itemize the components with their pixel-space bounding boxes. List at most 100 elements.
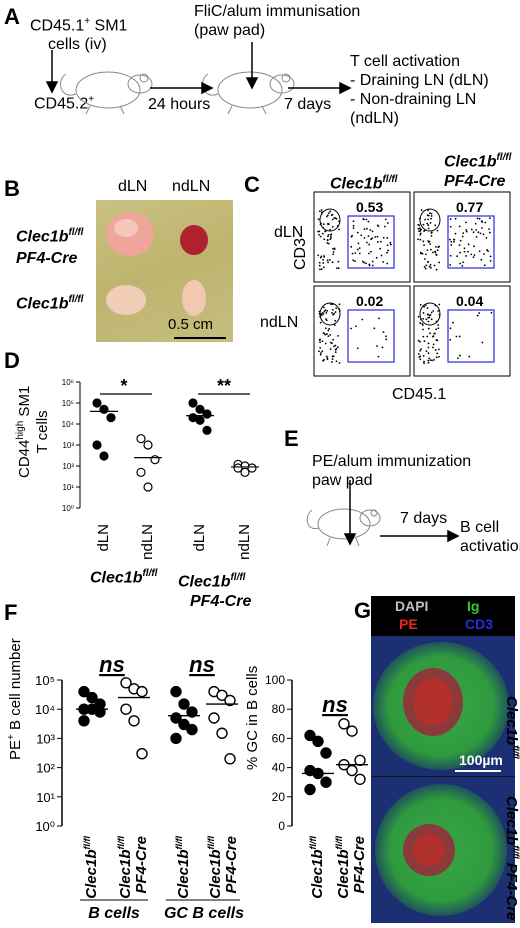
event-dot bbox=[483, 253, 485, 255]
event-dot bbox=[428, 212, 431, 215]
event-dot bbox=[382, 331, 385, 333]
event-dot bbox=[331, 361, 333, 363]
micrograph-panel: DAPI Ig PE CD3 100µm Clec1bfl/fl Clec1bf… bbox=[371, 596, 520, 923]
recipient-label: CD45.2+ bbox=[34, 94, 94, 113]
event-dot bbox=[423, 230, 425, 233]
event-dot bbox=[463, 247, 466, 250]
event-dot bbox=[331, 308, 334, 311]
event-dot bbox=[329, 348, 332, 351]
event-dot bbox=[427, 352, 430, 355]
event-dot bbox=[377, 355, 380, 358]
panel-a-label: A bbox=[4, 4, 20, 29]
event-dot bbox=[386, 262, 389, 265]
data-point bbox=[136, 685, 148, 698]
event-dot bbox=[331, 311, 333, 314]
event-dot bbox=[429, 243, 432, 245]
data-point bbox=[338, 718, 350, 730]
event-dot bbox=[338, 228, 340, 231]
event-dot bbox=[334, 344, 337, 347]
event-dot bbox=[361, 260, 364, 263]
event-dot bbox=[351, 252, 354, 255]
mouse-icon bbox=[202, 71, 295, 115]
event-dot bbox=[480, 258, 483, 261]
result-line3: - Non-draining LN bbox=[350, 91, 477, 108]
event-dot bbox=[430, 215, 433, 217]
tick-gene: Clec1b bbox=[207, 850, 224, 899]
flow-plot: 0.53 bbox=[313, 191, 411, 283]
y-tick-label: 10⁵ bbox=[62, 399, 74, 408]
event-dot bbox=[352, 224, 355, 227]
event-dot bbox=[379, 240, 382, 243]
lymph-node-drawing bbox=[106, 212, 226, 339]
immunisation-label: FliC/alum immunisation (paw pad) bbox=[194, 2, 360, 40]
event-dot bbox=[360, 234, 363, 237]
event-dot bbox=[334, 351, 337, 354]
data-point bbox=[99, 451, 109, 461]
event-dot bbox=[377, 225, 380, 227]
event-dot bbox=[379, 247, 382, 250]
event-dot bbox=[320, 314, 323, 317]
event-dot bbox=[330, 233, 333, 236]
event-dot bbox=[350, 245, 353, 248]
event-dot bbox=[376, 241, 379, 243]
x-tick-label: dLN bbox=[191, 524, 208, 552]
event-dot bbox=[454, 217, 457, 220]
event-dot bbox=[422, 223, 425, 226]
event-dot bbox=[333, 312, 336, 315]
event-dot bbox=[323, 238, 326, 241]
event-dot bbox=[356, 248, 359, 251]
event-dot bbox=[420, 209, 423, 212]
event-dot bbox=[432, 251, 434, 254]
event-dot bbox=[386, 244, 389, 247]
gate-box bbox=[347, 215, 395, 269]
event-dot bbox=[321, 340, 324, 343]
event-dot bbox=[426, 307, 429, 309]
event-dot bbox=[325, 319, 328, 322]
event-dot bbox=[430, 266, 432, 269]
flow-plot: 0.77 bbox=[413, 191, 511, 283]
tick-cre: PF4-Cre bbox=[351, 836, 368, 894]
event-dot bbox=[428, 357, 431, 360]
event-dot bbox=[452, 240, 455, 243]
event-dot bbox=[481, 341, 484, 344]
event-dot bbox=[438, 355, 440, 358]
event-dot bbox=[426, 313, 429, 316]
event-dot bbox=[367, 220, 370, 223]
photo-row-cre: Clec1bfl/fl PF4-Cre bbox=[16, 227, 84, 268]
data-point bbox=[143, 482, 153, 492]
panel-c-label: C bbox=[244, 172, 260, 197]
x-tick-label: Clec1bfl/fl bbox=[206, 836, 224, 899]
tick-sup: fl/fl bbox=[116, 836, 126, 850]
flow-ylabel: CD3 bbox=[292, 237, 309, 270]
event-dot bbox=[418, 224, 421, 227]
event-dot bbox=[470, 228, 473, 231]
data-point bbox=[120, 677, 132, 689]
event-dot bbox=[325, 333, 328, 335]
event-dot bbox=[478, 217, 481, 220]
event-dot bbox=[327, 242, 330, 245]
data-point bbox=[240, 467, 250, 477]
event-dot bbox=[321, 232, 324, 235]
y-tick-label: 100 bbox=[265, 673, 285, 687]
y-tick-label: 10⁴ bbox=[35, 702, 55, 717]
micrograph-images bbox=[371, 636, 515, 923]
mouse-icon bbox=[60, 71, 153, 115]
event-dot bbox=[417, 315, 420, 318]
event-dot bbox=[363, 261, 366, 264]
event-dot bbox=[318, 339, 321, 342]
data-point bbox=[304, 783, 316, 796]
event-dot bbox=[463, 250, 466, 253]
event-dot bbox=[473, 245, 475, 248]
event-dot bbox=[331, 225, 334, 228]
event-dot bbox=[430, 248, 432, 251]
flow-row-dln: dLN bbox=[274, 224, 304, 241]
event-dot bbox=[485, 236, 488, 239]
x-tick-label: dLN bbox=[95, 524, 112, 552]
event-dot bbox=[465, 221, 467, 224]
event-dot bbox=[437, 310, 440, 312]
event-dot bbox=[478, 250, 481, 253]
event-dot bbox=[317, 254, 320, 257]
legend-dapi: DAPI bbox=[395, 598, 429, 614]
event-dot bbox=[479, 232, 482, 235]
tick-gene: Clec1b bbox=[117, 850, 134, 899]
